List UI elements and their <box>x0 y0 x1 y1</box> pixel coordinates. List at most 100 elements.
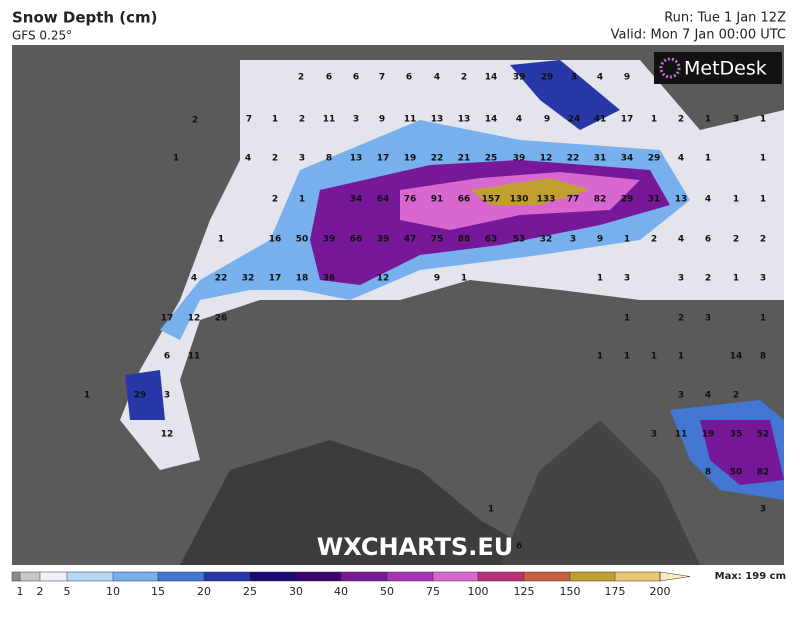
snow-value: 4 <box>434 73 440 83</box>
legend-label: 15 <box>151 585 165 598</box>
snow-value: 1 <box>651 352 657 362</box>
legend-swatch <box>296 572 341 581</box>
snow-value: 3 <box>678 274 684 284</box>
snow-value: 82 <box>594 195 607 205</box>
snow-value: 2 <box>299 115 305 125</box>
snow-value: 2 <box>272 154 278 164</box>
legend-label: 20 <box>197 585 211 598</box>
snow-value: 11 <box>675 430 688 440</box>
snow-value: 2 <box>760 235 766 245</box>
snow-value: 8 <box>326 154 332 164</box>
legend-label: 200 <box>650 585 671 598</box>
legend-swatch <box>12 572 20 581</box>
legend-label: 10 <box>106 585 120 598</box>
legend-swatch <box>40 572 67 581</box>
snow-value: 1 <box>733 195 739 205</box>
snow-value: 4 <box>678 154 684 164</box>
legend-label: 2 <box>37 585 44 598</box>
snow-value: 39 <box>323 235 336 245</box>
snow-value: 17 <box>621 115 634 125</box>
snow-value: 1 <box>760 154 766 164</box>
snow-value: 8 <box>705 468 711 478</box>
snow-value: 17 <box>269 274 282 284</box>
legend-swatch <box>524 572 570 581</box>
snow-value: 1 <box>651 115 657 125</box>
snow-value: 1 <box>272 115 278 125</box>
snow-value: 31 <box>648 195 661 205</box>
snow-value: 2 <box>705 274 711 284</box>
snow-value: 39 <box>513 73 526 83</box>
snow-value: 34 <box>350 195 363 205</box>
legend-label: 40 <box>334 585 348 598</box>
snow-value: 4 <box>705 391 711 401</box>
snow-value: 3 <box>760 505 766 515</box>
snow-value: 3 <box>651 430 657 440</box>
snow-value: 2 <box>192 116 198 126</box>
snow-value: 12 <box>540 154 553 164</box>
legend-frame <box>11 571 661 582</box>
snow-value: 3 <box>705 314 711 324</box>
snow-value: 36 <box>323 274 336 284</box>
snow-value: 50 <box>730 468 743 478</box>
logo-box <box>654 52 782 84</box>
snow-value: 2 <box>678 314 684 324</box>
snow-value: 32 <box>540 235 553 245</box>
snow-value: 1 <box>299 195 305 205</box>
legend-label: 1 <box>17 585 24 598</box>
snow-value: 22 <box>215 274 228 284</box>
snow-value: 1 <box>705 115 711 125</box>
snow-value: 19 <box>702 430 715 440</box>
legend-label: 175 <box>605 585 626 598</box>
snow-value: 157 <box>482 195 501 205</box>
snow-value: 14 <box>730 352 743 362</box>
snow-value: 4 <box>191 274 197 284</box>
snow-value: 31 <box>594 154 607 164</box>
snow-value: 9 <box>597 235 603 245</box>
snow-value: 1 <box>760 195 766 205</box>
map: 2 6 6 7 6 4 2 14 39 29 3 4 92 7 1 2 11 3 9 11 13 13 14 4 9 24 41 17… <box>12 45 784 565</box>
sea <box>180 440 560 565</box>
run: Run: Tue 1 Jan 12Z <box>664 11 786 26</box>
snow-value: 6 <box>353 73 359 83</box>
snow-value: 50 <box>296 235 309 245</box>
sea <box>500 420 700 565</box>
snow-value: 1 <box>173 154 179 164</box>
snow-value: 1 <box>760 115 766 125</box>
snow-blue <box>510 60 620 130</box>
snow-value: 22 <box>567 154 580 164</box>
snow-value: 9 <box>434 274 440 284</box>
snow-value: 1 <box>705 154 711 164</box>
snow-value: 66 <box>350 235 363 245</box>
legend-swatch <box>478 572 524 581</box>
snow-value: 3 <box>760 274 766 284</box>
snow-value: 1 <box>624 352 630 362</box>
legend-swatch <box>67 572 113 581</box>
snow-value: 3 <box>353 115 359 125</box>
snow-value: 91 <box>431 195 444 205</box>
snow-value: 1 <box>624 314 630 324</box>
snow-value: 4 <box>597 73 603 83</box>
snow-value: 9 <box>544 115 550 125</box>
snow-value: 4 <box>516 115 522 125</box>
snow-value: 2 <box>733 235 739 245</box>
snow-value: 7 <box>379 73 385 83</box>
model: GFS 0.25° <box>12 29 72 43</box>
snow-value: 2 <box>272 195 278 205</box>
snow-value: 17 <box>377 154 390 164</box>
snow-value: 39 <box>513 154 526 164</box>
snow-value: 63 <box>485 235 498 245</box>
snow-value: 76 <box>404 195 417 205</box>
snow-value: 47 <box>404 235 417 245</box>
snow-value: 53 <box>513 235 526 245</box>
snow-value: 4 <box>678 235 684 245</box>
legend-swatch <box>204 572 250 581</box>
snow-value: 18 <box>296 274 309 284</box>
snow-value: 3 <box>164 391 170 401</box>
snow-value: 13 <box>458 115 471 125</box>
snow-value: 130 <box>510 195 529 205</box>
snow-value: 1 <box>597 274 603 284</box>
snow-value: 2 <box>651 235 657 245</box>
snow-value: 52 <box>757 430 770 440</box>
snow-value: 29 <box>621 195 634 205</box>
snow-value: 3 <box>678 391 684 401</box>
